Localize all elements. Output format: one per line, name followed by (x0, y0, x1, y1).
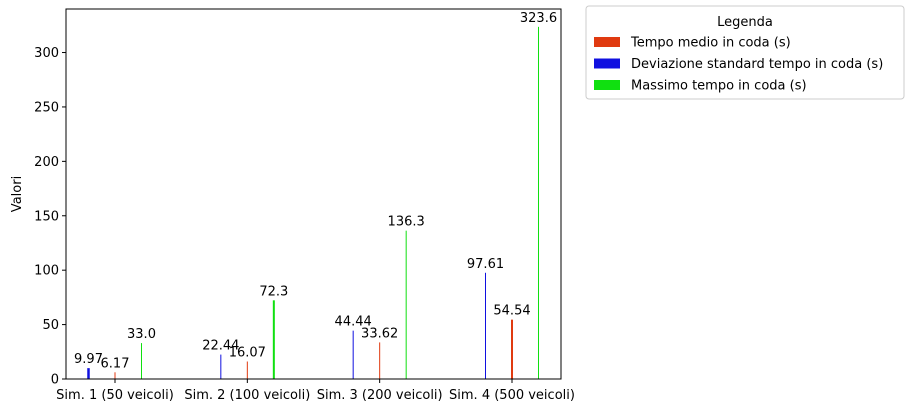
bar-2-4 (485, 272, 486, 379)
bar-1-2 (246, 361, 248, 379)
bar-3-1 (141, 343, 142, 379)
legend-title: Legenda (717, 15, 773, 30)
data-label-2-4: 97.61 (467, 257, 504, 272)
data-label-1-4: 54.54 (493, 304, 530, 319)
legend: Legenda Tempo medio in coda (s) Deviazion… (585, 5, 905, 100)
data-label-2-2: 22.44 (202, 339, 239, 354)
bar-3-4 (538, 26, 539, 379)
legend-frame (585, 5, 905, 100)
bar-3-2 (272, 300, 275, 379)
data-label-1-1: 6.17 (101, 356, 130, 371)
bars-layer (87, 26, 539, 379)
legend-swatch-2 (594, 58, 620, 69)
data-label-2-1: 9.97 (74, 352, 103, 367)
data-label-1-3: 33.62 (361, 326, 398, 341)
bar-1-3 (379, 342, 381, 379)
legend-swatch-1 (594, 37, 620, 47)
y-axis-label: Valori (10, 176, 25, 212)
plot-frame (65, 8, 562, 380)
y-tick-label: 0 (51, 373, 59, 388)
x-tick-label: Sim. 4 (500 veicoli) (449, 388, 575, 403)
x-tick-label: Sim. 1 (50 veicoli) (56, 388, 174, 403)
data-label-1-2: 16.07 (229, 346, 266, 361)
bar-3-3 (405, 230, 407, 379)
data-label-3-4: 323.6 (520, 11, 557, 26)
x-axis: Sim. 1 (50 veicoli) Sim. 2 (100 veicoli) S… (56, 379, 575, 403)
y-tick-label: 300 (34, 46, 59, 61)
x-tick-label: Sim. 2 (100 veicoli) (184, 388, 310, 403)
bar-2-3 (352, 330, 354, 379)
y-tick-label: 150 (34, 209, 59, 224)
data-label-3-1: 33.0 (127, 327, 156, 342)
bar-1-1 (114, 372, 116, 379)
legend-items: Tempo medio in coda (s) Deviazione standa… (594, 36, 883, 94)
y-tick-label: 50 (42, 318, 59, 333)
bar-2-1 (87, 368, 90, 379)
x-tick-label: Sim. 3 (200 veicoli) (317, 388, 443, 403)
data-label-2-3: 44.44 (335, 315, 372, 330)
legend-swatch-3 (594, 80, 620, 90)
bar-1-4 (511, 319, 513, 379)
y-tick-label: 250 (34, 100, 59, 115)
y-tick-label: 100 (34, 264, 59, 279)
legend-label-3: Massimo tempo in coda (s) (631, 79, 807, 94)
data-labels-layer: 6.17 16.07 33.62 54.54 9.97 22.44 44.44 97.61 33… (74, 11, 557, 371)
y-axis: 0 50 100 150 200 250 300 (34, 46, 66, 388)
data-label-3-3: 136.3 (388, 215, 425, 230)
legend-label-2: Deviazione standard tempo in coda (s) (631, 57, 883, 72)
y-tick-label: 200 (34, 155, 59, 170)
bar-2-2 (220, 354, 222, 379)
data-label-3-2: 72.3 (259, 284, 288, 299)
legend-label-1: Tempo medio in coda (s) (630, 36, 791, 51)
